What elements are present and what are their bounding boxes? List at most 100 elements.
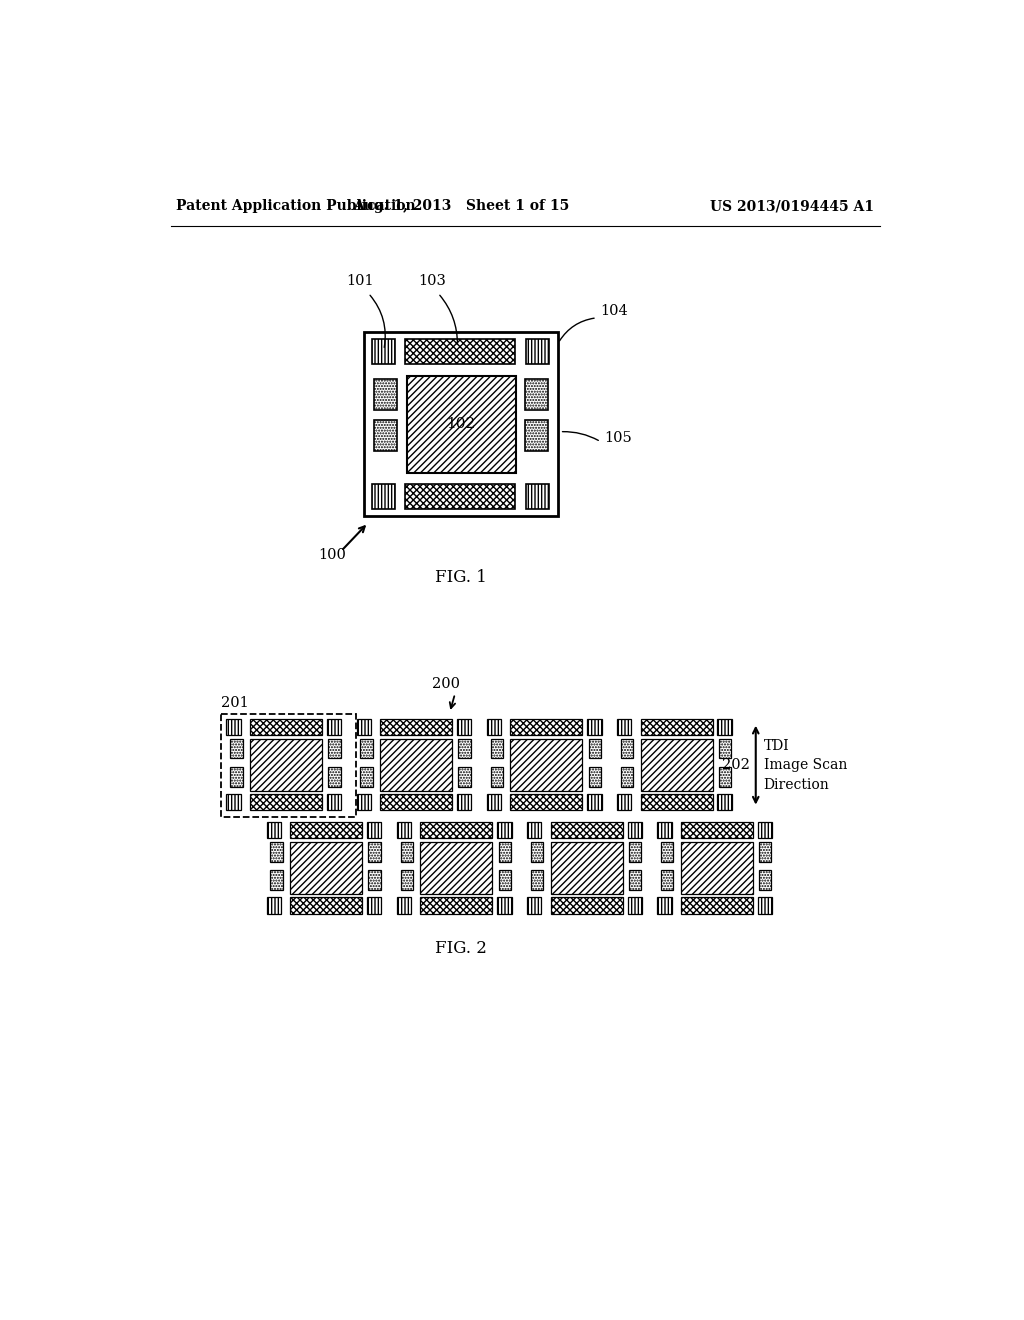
Bar [641, 739, 713, 791]
Bar [356, 795, 371, 810]
Bar [365, 331, 558, 516]
Text: 200: 200 [432, 677, 460, 692]
Bar [226, 795, 241, 810]
Bar [499, 842, 511, 862]
Bar [628, 898, 642, 913]
Bar [530, 842, 544, 862]
Bar [681, 822, 753, 838]
Bar [657, 898, 672, 913]
Bar [662, 842, 674, 862]
Bar [525, 339, 549, 364]
Text: 104: 104 [601, 304, 629, 318]
Bar [290, 842, 362, 894]
Bar [374, 420, 397, 451]
Bar [719, 767, 731, 787]
Bar [759, 842, 771, 862]
Bar [360, 739, 373, 759]
Bar [524, 420, 548, 451]
Bar [621, 767, 633, 787]
Bar [266, 898, 281, 913]
Bar [356, 719, 371, 735]
Bar [372, 339, 395, 364]
Bar [374, 379, 397, 411]
Bar [551, 898, 623, 913]
Bar [490, 767, 503, 787]
Bar [662, 870, 674, 890]
Bar [360, 767, 373, 787]
Bar [629, 842, 641, 862]
Text: 102: 102 [446, 417, 476, 432]
Text: Aug. 1, 2013   Sheet 1 of 15: Aug. 1, 2013 Sheet 1 of 15 [353, 199, 569, 213]
Bar [718, 795, 732, 810]
Bar [628, 822, 642, 838]
Bar [250, 795, 322, 810]
Bar [758, 822, 772, 838]
Bar [527, 898, 542, 913]
Bar [459, 739, 471, 759]
Bar [641, 719, 713, 735]
Bar [266, 822, 281, 838]
Bar [397, 898, 412, 913]
Bar [486, 795, 501, 810]
Bar [527, 822, 542, 838]
Bar [459, 767, 471, 787]
Bar [380, 795, 453, 810]
Text: Patent Application Publication: Patent Application Publication [176, 199, 416, 213]
Bar [328, 767, 341, 787]
Bar [290, 822, 362, 838]
Bar [588, 795, 601, 810]
Text: 101: 101 [347, 275, 375, 289]
Bar [498, 822, 512, 838]
Bar [270, 870, 283, 890]
Bar [372, 484, 395, 508]
Bar [400, 842, 413, 862]
Bar [681, 898, 753, 913]
Text: 100: 100 [317, 548, 346, 562]
Bar [368, 898, 381, 913]
Text: 202: 202 [722, 758, 750, 772]
Bar [328, 739, 341, 759]
Bar [457, 719, 471, 735]
Bar [525, 484, 549, 508]
Bar [530, 870, 544, 890]
Bar [759, 870, 771, 890]
Bar [457, 795, 471, 810]
Bar [498, 898, 512, 913]
Bar [226, 719, 241, 735]
Bar [551, 822, 623, 838]
Bar [510, 739, 583, 791]
Text: 103: 103 [419, 275, 446, 289]
Bar [407, 376, 515, 473]
Bar [589, 767, 601, 787]
Bar [486, 719, 501, 735]
Bar [250, 739, 322, 791]
Text: TDI
Image Scan
Direction: TDI Image Scan Direction [764, 739, 847, 792]
Bar [380, 739, 453, 791]
Bar [718, 719, 732, 735]
Text: US 2013/0194445 A1: US 2013/0194445 A1 [710, 199, 873, 213]
Bar [641, 795, 713, 810]
Bar [510, 719, 583, 735]
Bar [327, 795, 341, 810]
Bar [230, 767, 243, 787]
Bar [490, 739, 503, 759]
Bar [369, 870, 381, 890]
Text: 105: 105 [604, 430, 633, 445]
Bar [327, 719, 341, 735]
Bar [380, 719, 453, 735]
Bar [404, 484, 515, 508]
Bar [221, 714, 356, 817]
Bar [421, 822, 493, 838]
Bar [510, 795, 583, 810]
Bar [400, 870, 413, 890]
Bar [589, 739, 601, 759]
Bar [250, 719, 322, 735]
Bar [369, 842, 381, 862]
Text: FIG. 2: FIG. 2 [435, 940, 487, 957]
Bar [657, 822, 672, 838]
Bar [524, 379, 548, 411]
Text: FIG. 1: FIG. 1 [435, 569, 487, 586]
Bar [421, 898, 493, 913]
Bar [290, 898, 362, 913]
Bar [681, 842, 753, 894]
